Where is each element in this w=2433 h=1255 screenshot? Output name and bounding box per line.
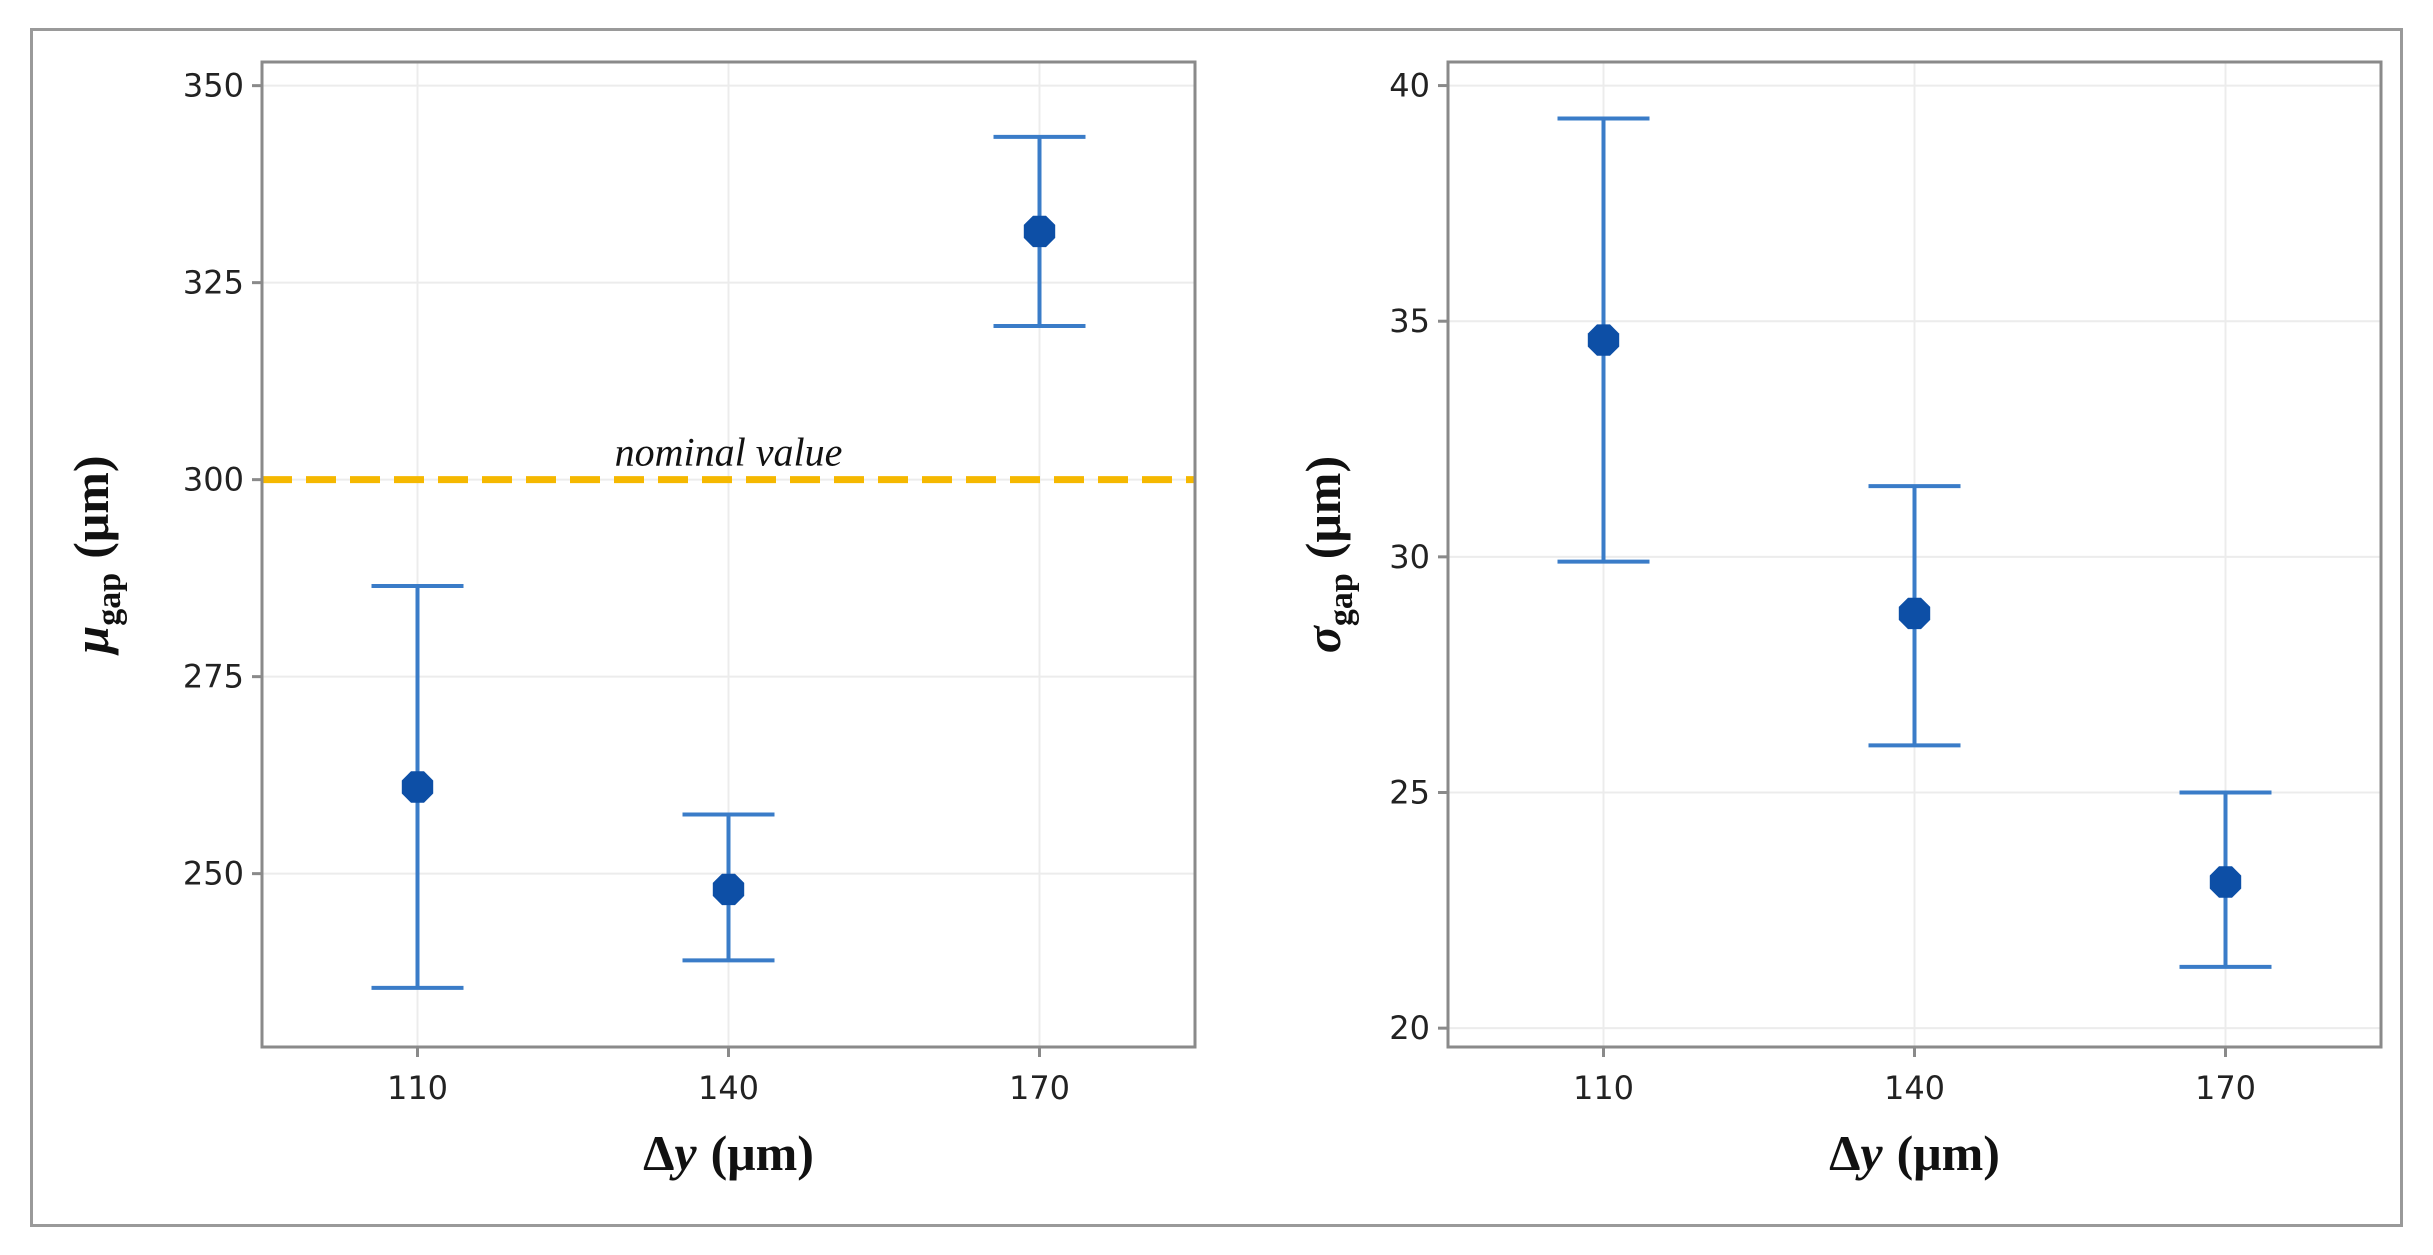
y-axis-label-unit: (μm) <box>1295 456 1351 559</box>
y-tick-label: 300 <box>183 461 244 499</box>
x-axis-label-variable: y <box>669 1125 697 1181</box>
y-tick-label: 275 <box>183 658 244 696</box>
y-axis-label-symbol: μ <box>63 626 119 657</box>
x-axis-label-unit: (μm) <box>1897 1125 2000 1181</box>
y-tick-label: 30 <box>1389 538 1430 576</box>
y-axis-label-subscript: gap <box>1323 573 1360 626</box>
x-axis-label: Δy (μm) <box>1829 1125 2000 1181</box>
reference-line-label: nominal value <box>615 430 843 475</box>
x-tick-label: 110 <box>387 1069 448 1107</box>
data-point <box>401 771 434 803</box>
x-axis-label-delta: Δ <box>643 1125 674 1181</box>
y-axis-label-subscript: gap <box>91 573 128 626</box>
data-point <box>1587 324 1620 356</box>
x-axis-label-variable: y <box>1855 1125 1883 1181</box>
x-tick-label: 110 <box>1573 1069 1634 1107</box>
x-tick-label: 170 <box>2195 1069 2256 1107</box>
y-axis-label-unit: (μm) <box>63 455 119 558</box>
x-axis-label: Δy (μm) <box>643 1125 814 1181</box>
x-tick-label: 170 <box>1009 1069 1070 1107</box>
x-axis-label-unit: (μm) <box>711 1125 814 1181</box>
y-tick-label: 20 <box>1389 1009 1430 1047</box>
y-tick-label: 250 <box>183 855 244 893</box>
panel-1: nominal value 250 275 300 325 350 110 140 170 μga… <box>63 60 1197 1181</box>
x-tick-label: 140 <box>698 1069 759 1107</box>
y-tick-label: 325 <box>183 264 244 302</box>
y-axis-label-symbol: σ <box>1295 624 1351 653</box>
data-point <box>712 873 745 906</box>
y-axis-label: σgap (μm) <box>1295 456 1360 653</box>
data-point <box>1023 215 1056 248</box>
y-axis-label: μgap (μm) <box>63 455 128 656</box>
y-tick-label: 35 <box>1389 302 1430 340</box>
x-tick-label: 140 <box>1884 1069 1945 1107</box>
y-tick-label: 40 <box>1389 67 1430 105</box>
data-point <box>1898 597 1931 630</box>
figure-frame <box>30 28 2403 1227</box>
y-tick-label: 350 <box>183 67 244 105</box>
x-axis-label-delta: Δ <box>1829 1125 1860 1181</box>
data-point <box>2209 866 2242 898</box>
y-tick-label: 25 <box>1389 774 1430 812</box>
